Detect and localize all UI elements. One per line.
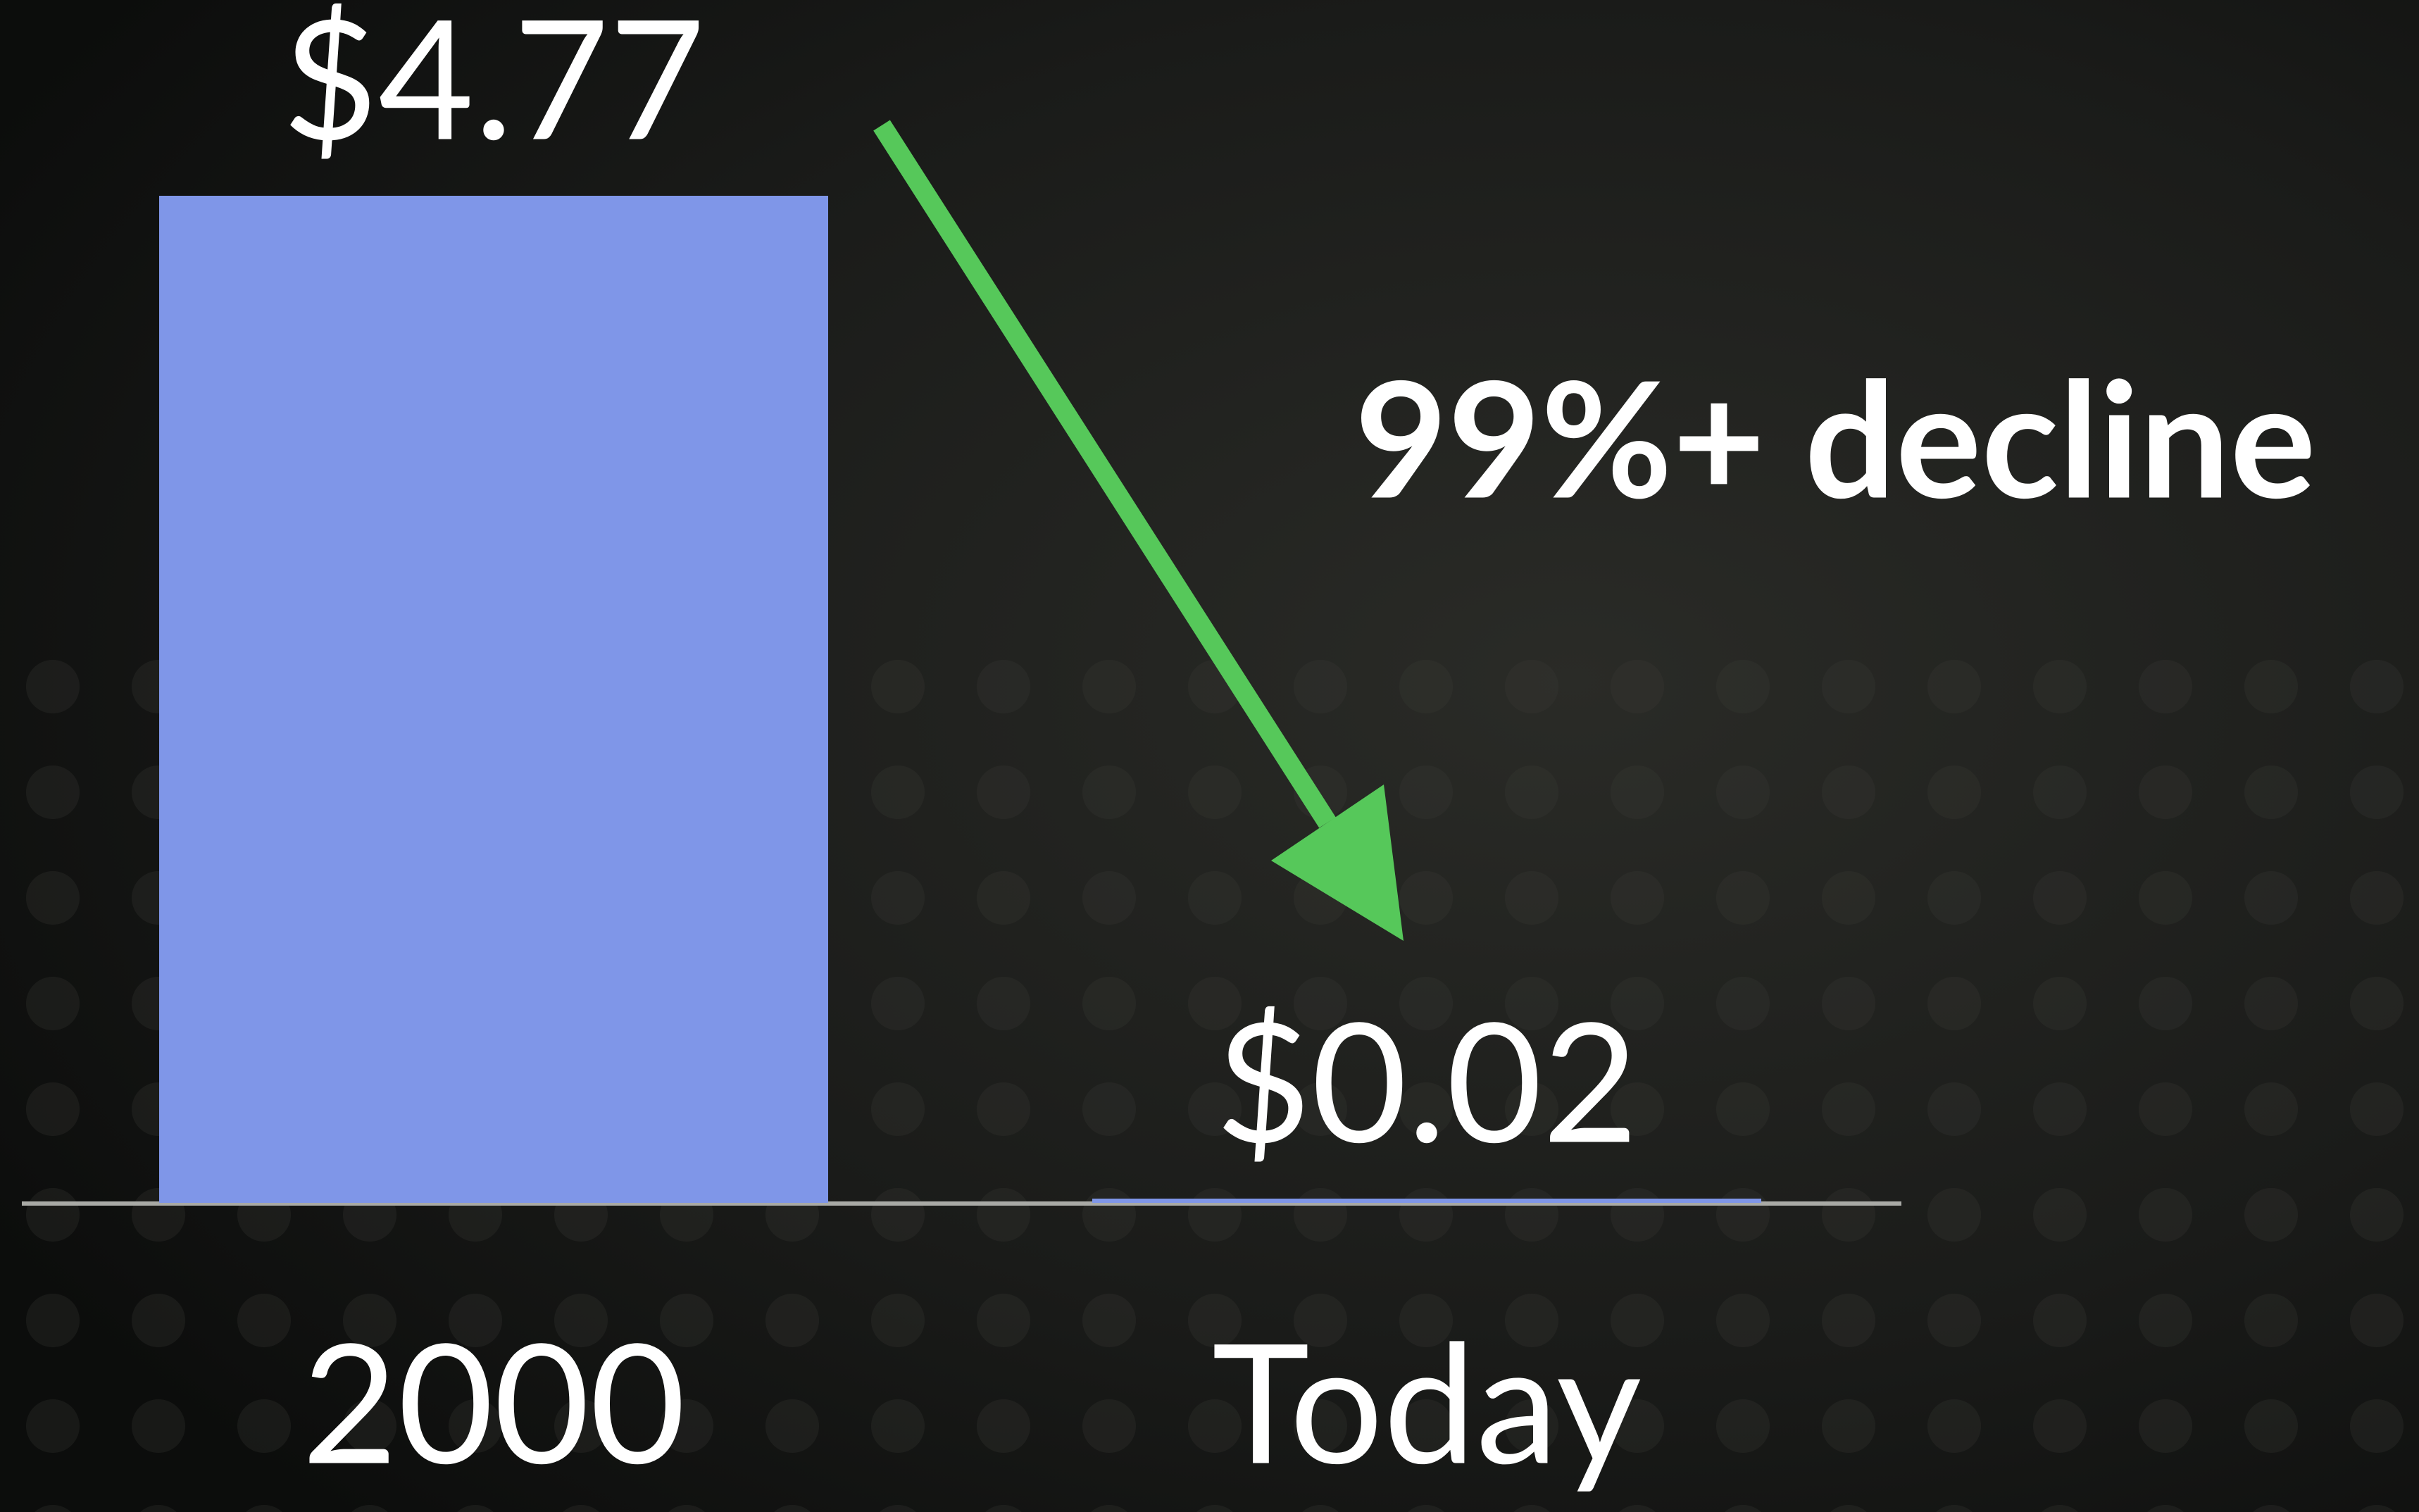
- decline-arrow: [873, 120, 1404, 941]
- arrow-head: [1271, 785, 1404, 941]
- x-tick-label: 2000: [301, 1301, 685, 1499]
- bar: [159, 196, 828, 1203]
- x-tick-label: Today: [1212, 1301, 1642, 1499]
- value-label: $4.77: [282, 0, 706, 175]
- annotation: 99%+ decline: [1355, 339, 2316, 532]
- value-label: $0.02: [1215, 980, 1639, 1178]
- plot-area: $4.77 2000 $0.02 Today: [159, 0, 1761, 1499]
- arrow-shaft: [873, 120, 1336, 828]
- bar: [1092, 1199, 1761, 1203]
